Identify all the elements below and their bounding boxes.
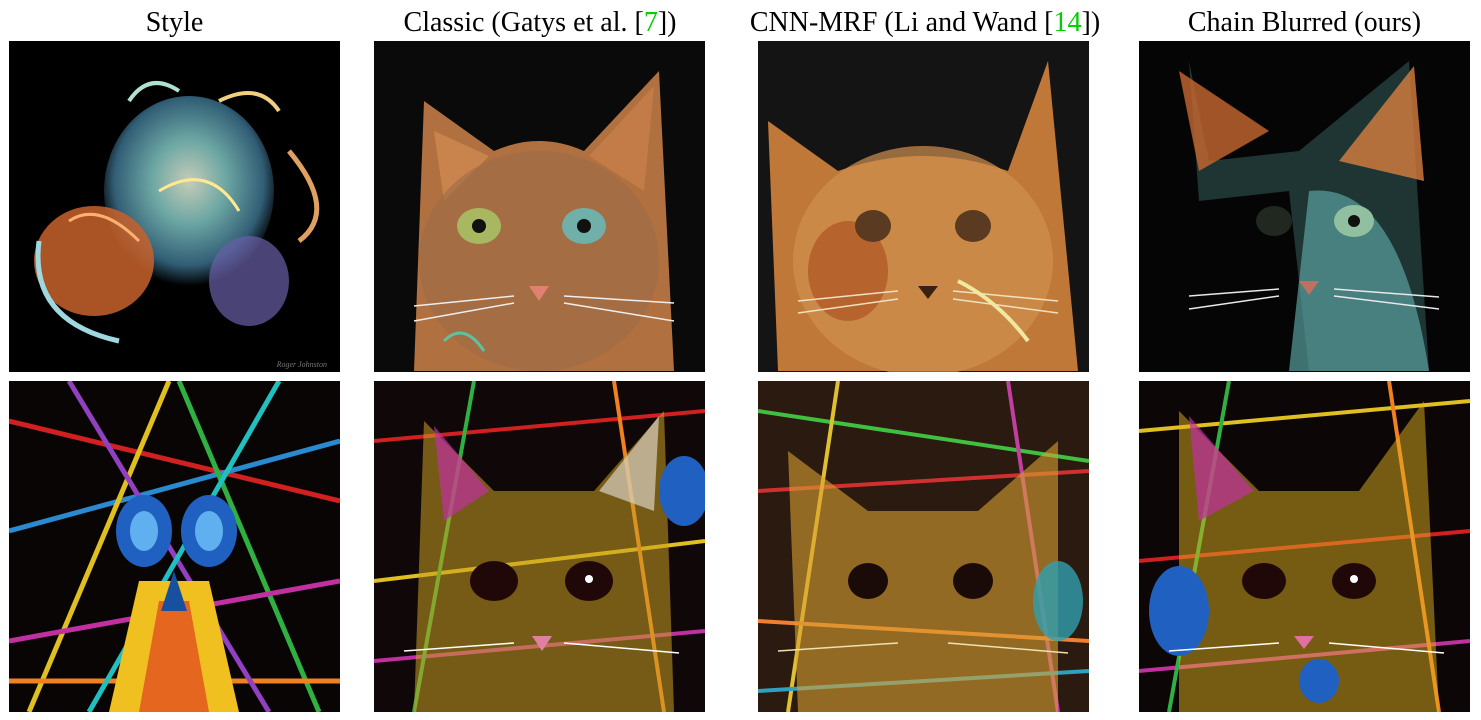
citation-link[interactable]: 14 <box>1053 7 1082 38</box>
header-text: Chain Blurred (ours) <box>1187 7 1422 38</box>
result-chain-blurred-skull <box>1139 381 1470 712</box>
citation-link[interactable]: 7 <box>643 7 658 38</box>
cat-portrait-image <box>374 381 705 712</box>
cat-portrait-image <box>1139 41 1470 372</box>
style-image-skull <box>9 381 340 712</box>
header-text: CNN-MRF (Li and Wand [ <box>749 7 1054 38</box>
cat-portrait-image <box>1139 381 1470 712</box>
result-classic-skull <box>374 381 705 712</box>
artist-signature: Roger Johnston <box>276 360 327 369</box>
result-cnn-mrf-fractal <box>758 41 1089 372</box>
column-header-style: Style <box>9 6 340 40</box>
style-image-fractal: Roger Johnston <box>9 41 340 372</box>
result-cnn-mrf-skull <box>758 381 1089 712</box>
fractal-swirl-image: Roger Johnston <box>9 41 340 372</box>
colorful-skull-image <box>9 381 340 712</box>
header-text-end: ]) <box>657 7 677 38</box>
cat-portrait-image <box>374 41 705 372</box>
cat-portrait-image <box>758 41 1089 372</box>
cat-portrait-image <box>758 381 1089 712</box>
header-text: Classic (Gatys et al. [ <box>403 7 644 38</box>
header-text: Style <box>145 7 204 38</box>
column-header-cnn-mrf: CNN-MRF (Li and Wand [14]) <box>720 6 1130 40</box>
column-header-chain-blurred: Chain Blurred (ours) <box>1139 6 1470 40</box>
result-classic-fractal <box>374 41 705 372</box>
header-text-end: ]) <box>1081 7 1101 38</box>
column-header-classic: Classic (Gatys et al. [7]) <box>340 6 740 40</box>
result-chain-blurred-fractal <box>1139 41 1470 372</box>
